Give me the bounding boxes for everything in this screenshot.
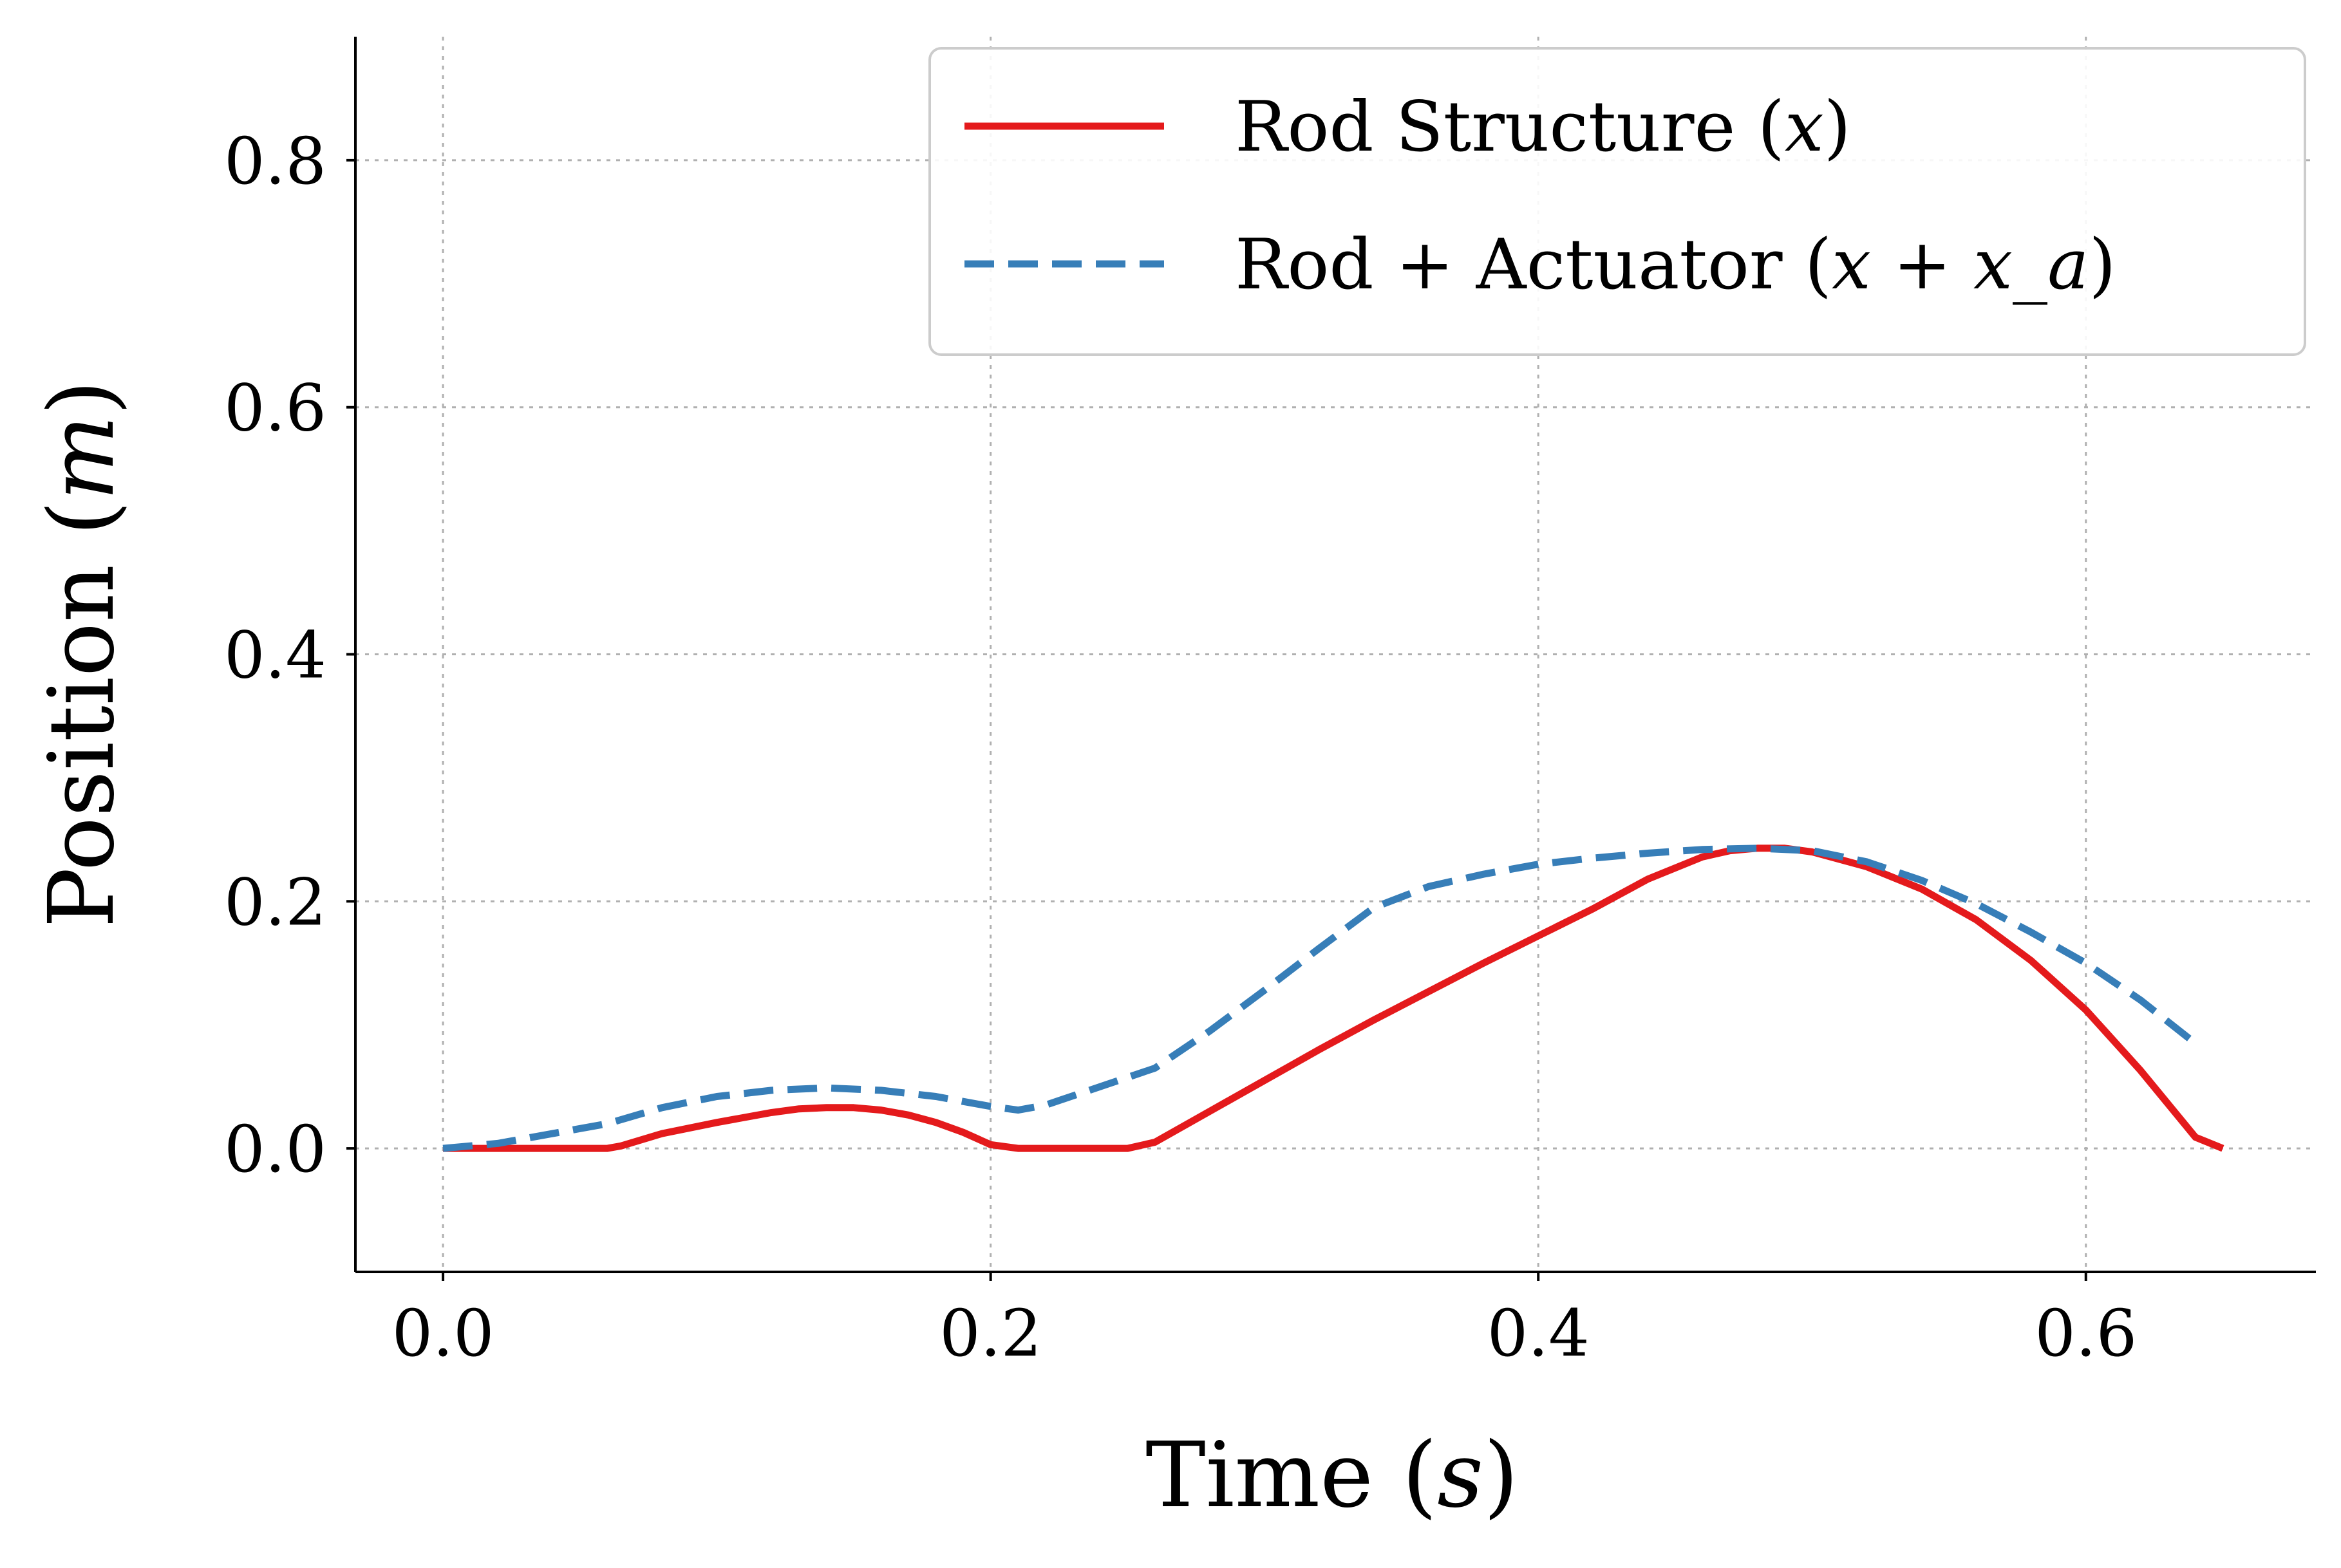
series-line-rod-actuator bbox=[442, 845, 2198, 1152]
legend-box bbox=[928, 47, 2306, 356]
y-tick-label: 0.8 bbox=[224, 124, 326, 199]
legend-label-rod-structure: Rod Structure (x) bbox=[1235, 87, 1851, 167]
legend-label-rod-actuator: Rod + Actuator (x + x_a) bbox=[1235, 225, 2116, 305]
series-line-rod-structure bbox=[443, 845, 2224, 1152]
y-tick-label: 0.4 bbox=[224, 618, 326, 693]
legend: Rod Structure (x) Rod + Actuator (x + x_… bbox=[928, 47, 2306, 356]
y-axis-title: Position (m) bbox=[30, 380, 135, 928]
x-tick-label: 0.6 bbox=[2035, 1296, 2137, 1371]
x-tick-label: 0.2 bbox=[939, 1296, 1042, 1371]
ticks: 0.0 0.2 0.4 0.6 0.0 0.2 0.4 0.6 0.8 bbox=[224, 124, 2137, 1371]
y-tick-label: 0.2 bbox=[224, 864, 326, 940]
x-axis-title: Time (s) bbox=[1145, 1423, 1518, 1528]
y-tick-label: 0.0 bbox=[224, 1112, 326, 1187]
x-tick-label: 0.0 bbox=[392, 1296, 494, 1371]
x-tick-label: 0.4 bbox=[1487, 1296, 1590, 1371]
plot-area bbox=[442, 845, 2224, 1152]
y-tick-label: 0.6 bbox=[224, 371, 326, 446]
